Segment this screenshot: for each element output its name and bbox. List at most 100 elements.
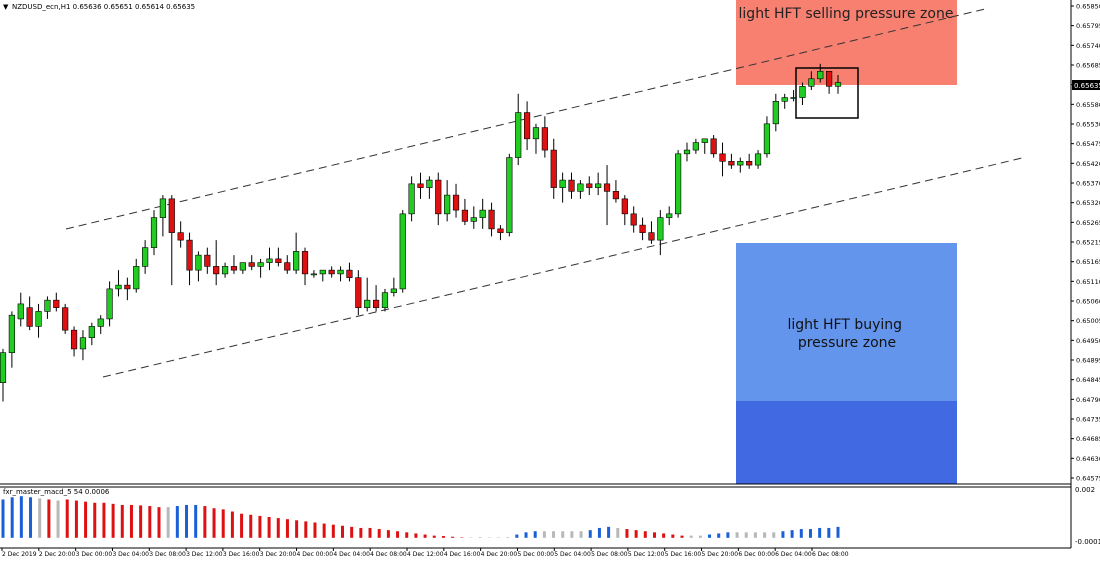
candle <box>107 281 113 326</box>
candle <box>675 150 681 218</box>
histogram-bar <box>800 529 803 538</box>
time-tick-label: 5 Dec 08:00 <box>591 551 628 558</box>
candle-body <box>27 308 33 327</box>
histogram-bar <box>837 527 840 538</box>
price-tick-label: 0.64845 <box>1076 376 1100 384</box>
candle-body <box>45 300 51 311</box>
candle <box>169 195 175 285</box>
candle-body <box>729 161 735 165</box>
candle-body <box>755 154 761 165</box>
indicator-header: fxr_master_macd_5 54 0.0006 <box>3 488 110 496</box>
candle <box>515 94 521 165</box>
histogram-bar <box>708 535 711 538</box>
candle <box>125 278 131 301</box>
candle <box>329 266 335 277</box>
candle-body <box>125 285 131 289</box>
candle-body <box>62 308 68 331</box>
time-tick-label: 4 Dec 20:00 <box>481 551 518 558</box>
histogram-bar <box>635 530 638 538</box>
candle <box>391 278 397 297</box>
price-tick-label: 0.65265 <box>1076 219 1100 227</box>
histogram-bar <box>433 536 436 538</box>
histogram-bar <box>286 519 289 538</box>
histogram-bar <box>194 505 197 538</box>
candle-body <box>258 263 264 267</box>
candle <box>418 173 424 199</box>
candle-body <box>320 270 326 274</box>
time-tick-label: 6 Dec 04:00 <box>775 551 812 558</box>
histogram-bar <box>157 507 160 538</box>
candle <box>551 139 557 199</box>
candle-body <box>444 195 450 214</box>
candle <box>773 94 779 132</box>
candle <box>187 233 193 286</box>
candle-body <box>471 218 477 222</box>
candle-body <box>382 293 388 308</box>
candle-body <box>613 191 619 199</box>
candle-body <box>578 184 584 192</box>
candle-body <box>764 124 770 154</box>
histogram-bar <box>139 505 142 537</box>
time-tick-label: 3 Dec 20:00 <box>260 551 297 558</box>
candle <box>240 263 246 274</box>
candle <box>338 266 344 281</box>
candle-body <box>835 83 841 87</box>
buy-zone-label-line2: pressure zone <box>798 335 896 351</box>
candle <box>649 221 655 244</box>
histogram-bar <box>699 536 702 538</box>
symbol-header: NZDUSD_ecn,H1 0.65636 0.65651 0.65614 0.… <box>12 3 195 11</box>
candle-body <box>151 218 157 248</box>
candle-body <box>364 300 370 308</box>
candle-body <box>9 315 15 353</box>
histogram-bar <box>350 527 353 538</box>
time-tick-label: 5 Dec 12:00 <box>628 551 665 558</box>
histogram-bar <box>222 509 225 537</box>
histogram-bar <box>29 497 32 538</box>
candle <box>98 315 104 334</box>
time-tick-label: 3 Dec 04:00 <box>112 551 149 558</box>
histogram-bar <box>451 537 454 538</box>
candle-body <box>36 311 42 326</box>
candle-body <box>684 150 690 154</box>
candle-body <box>240 263 246 271</box>
price-tick-label: 0.64895 <box>1076 357 1100 365</box>
dropdown-arrow-icon[interactable]: ▼ <box>3 3 9 11</box>
candle <box>613 180 619 203</box>
price-tick-label: 0.64735 <box>1076 416 1100 424</box>
candle <box>373 285 379 311</box>
candle-body <box>817 71 823 79</box>
candle-body <box>702 139 708 143</box>
candle-body <box>160 199 166 218</box>
candle-body <box>133 266 139 289</box>
candle-body <box>773 101 779 124</box>
price-axis[interactable]: 0.658500.657950.657400.656850.656350.655… <box>1071 3 1100 483</box>
candle-body <box>782 98 788 102</box>
time-tick-label: 4 Dec 12:00 <box>407 551 444 558</box>
histogram-bar <box>662 533 665 537</box>
histogram-bar <box>313 522 316 537</box>
histogram-bar <box>66 499 69 537</box>
candle <box>507 154 513 237</box>
candle-body <box>658 218 664 241</box>
candle <box>45 296 51 319</box>
candle <box>142 240 148 274</box>
price-tick-label: 0.65795 <box>1076 22 1100 30</box>
histogram-bar <box>534 531 537 538</box>
candle-body <box>89 326 95 337</box>
histogram-bar <box>130 505 133 538</box>
candle <box>755 150 761 169</box>
time-tick-label: 4 Dec 16:00 <box>444 551 481 558</box>
histogram-bar <box>304 521 307 537</box>
candle-body <box>746 161 752 165</box>
candle-body <box>427 180 433 188</box>
histogram-bar <box>258 516 261 538</box>
candle <box>711 135 717 158</box>
histogram-bar <box>11 497 14 538</box>
histogram-bar <box>148 506 151 538</box>
candle <box>178 221 184 247</box>
